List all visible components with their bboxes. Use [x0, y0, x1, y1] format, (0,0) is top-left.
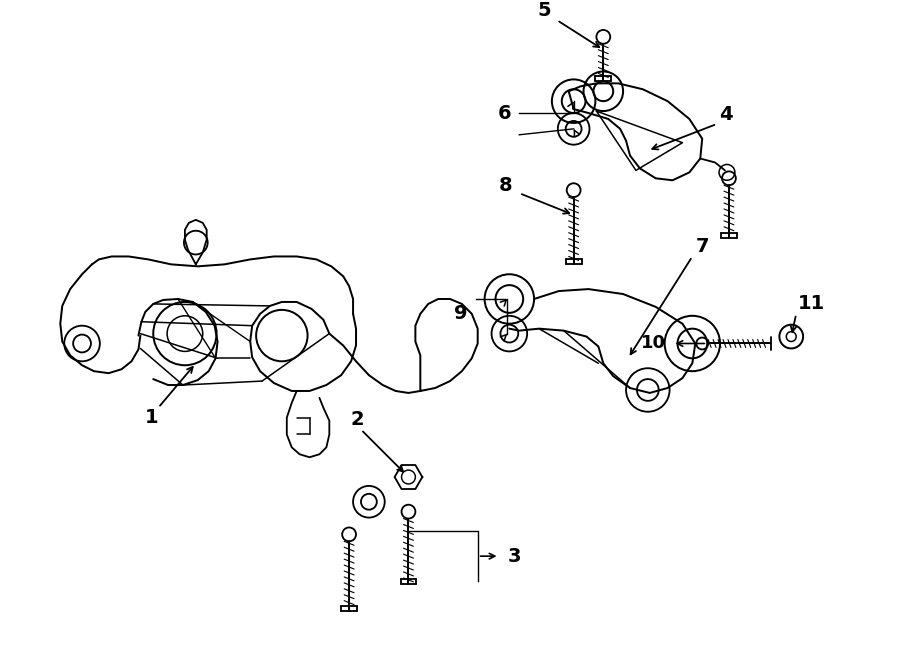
- Text: 5: 5: [537, 1, 551, 20]
- Text: 3: 3: [508, 547, 521, 566]
- Text: 1: 1: [145, 408, 158, 427]
- Text: 9: 9: [454, 304, 468, 323]
- Text: 7: 7: [696, 237, 709, 256]
- Text: 4: 4: [719, 104, 733, 124]
- Text: 8: 8: [499, 176, 512, 195]
- Text: 2: 2: [350, 410, 364, 429]
- Text: 10: 10: [641, 334, 666, 352]
- Text: 6: 6: [498, 104, 511, 122]
- Text: 11: 11: [798, 294, 825, 313]
